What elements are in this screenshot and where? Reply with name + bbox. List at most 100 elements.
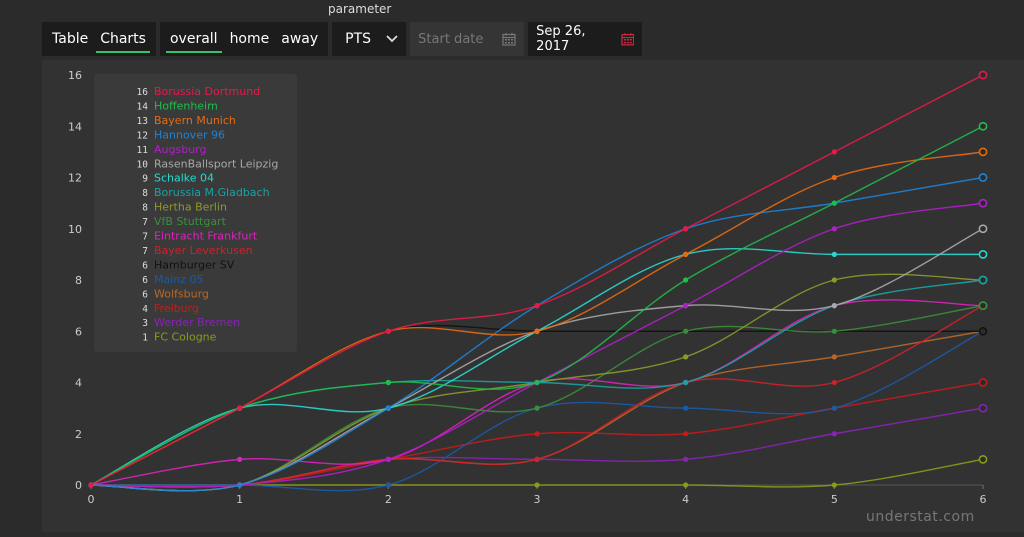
data-point[interactable] — [385, 379, 391, 386]
legend-entry[interactable]: Mainz 05 — [154, 273, 204, 286]
data-point[interactable] — [831, 226, 837, 232]
parameter-value: PTS — [345, 31, 372, 47]
data-point[interactable] — [978, 173, 988, 182]
data-point[interactable] — [683, 405, 689, 411]
data-point[interactable] — [534, 379, 540, 386]
legend-entry[interactable]: Wolfsburg — [154, 287, 209, 300]
end-date-field[interactable]: Sep 26, 2017 — [528, 22, 643, 56]
legend-value: 11 — [137, 145, 149, 156]
legend-entry[interactable]: Hertha Berlin — [154, 201, 227, 214]
legend-entry[interactable]: Werder Bremen — [154, 316, 240, 329]
data-point[interactable] — [237, 405, 243, 411]
tab-charts[interactable]: Charts — [94, 22, 152, 56]
data-point[interactable] — [978, 121, 988, 131]
data-point[interactable] — [831, 482, 837, 488]
data-point[interactable] — [831, 431, 837, 437]
data-point[interactable] — [831, 303, 837, 309]
y-tick-label: 14 — [68, 120, 82, 133]
data-point[interactable] — [978, 454, 988, 464]
data-point[interactable] — [978, 378, 988, 387]
data-point[interactable] — [385, 482, 391, 488]
data-point[interactable] — [831, 328, 837, 334]
legend-entry[interactable]: RasenBallsport Leipzig — [154, 157, 278, 170]
watermark: understat.com — [866, 509, 975, 525]
toolbar: Table Charts overall home away PTS Start… — [42, 22, 643, 56]
tab-overall[interactable]: overall — [164, 22, 224, 56]
legend-entry[interactable]: Bayer Leverkusen — [154, 244, 253, 257]
y-tick-label: 4 — [75, 377, 82, 390]
legend-value: 6 — [142, 260, 148, 271]
data-point[interactable] — [683, 456, 689, 462]
calendar-icon[interactable] — [502, 32, 516, 46]
data-point[interactable] — [683, 328, 689, 334]
legend-value: 4 — [142, 304, 148, 315]
data-point[interactable] — [831, 405, 837, 411]
legend-entry[interactable]: Hoffenheim — [154, 99, 218, 112]
legend-value: 7 — [142, 232, 148, 243]
data-point[interactable] — [237, 456, 243, 462]
legend-entry[interactable]: Freiburg — [154, 302, 199, 315]
data-point[interactable] — [534, 482, 540, 488]
data-point[interactable] — [534, 303, 540, 309]
legend-entry[interactable]: FC Cologne — [154, 331, 217, 344]
legend-entry[interactable]: Hannover 96 — [154, 128, 225, 141]
data-point[interactable] — [534, 431, 540, 437]
data-point[interactable] — [978, 224, 988, 234]
calendar-icon[interactable] — [620, 32, 635, 46]
data-point[interactable] — [534, 328, 540, 334]
data-point[interactable] — [683, 482, 689, 488]
parameter-select[interactable]: PTS — [332, 22, 407, 56]
data-point[interactable] — [88, 482, 94, 488]
start-date-field[interactable]: Start date — [410, 22, 525, 56]
legend-value: 14 — [137, 101, 149, 112]
legend-entry[interactable]: Augsburg — [154, 143, 206, 156]
data-point[interactable] — [683, 251, 689, 257]
data-point[interactable] — [385, 456, 391, 462]
data-point[interactable] — [978, 198, 988, 208]
data-point[interactable] — [978, 147, 988, 157]
legend-entry[interactable]: Bayern Munich — [154, 114, 236, 127]
legend-entry[interactable]: Schalke 04 — [154, 172, 214, 185]
data-point[interactable] — [978, 275, 988, 285]
data-point[interactable] — [683, 354, 689, 360]
data-point[interactable] — [385, 328, 391, 334]
legend-value: 9 — [142, 174, 148, 185]
x-tick-label: 6 — [980, 493, 987, 506]
data-point[interactable] — [683, 303, 689, 309]
legend-value: 7 — [142, 217, 148, 228]
legend-value: 8 — [142, 188, 148, 199]
legend-entry[interactable]: Borussia M.Gladbach — [154, 186, 270, 199]
tab-home[interactable]: home — [229, 31, 270, 47]
tab-table[interactable]: Table — [52, 31, 89, 47]
data-point[interactable] — [978, 70, 988, 80]
data-point[interactable] — [534, 405, 540, 411]
legend-value: 13 — [137, 116, 148, 127]
parameter-label: parameter — [328, 2, 392, 16]
data-point[interactable] — [534, 456, 540, 462]
data-point[interactable] — [831, 277, 837, 283]
data-point[interactable] — [831, 200, 837, 206]
data-point[interactable] — [385, 405, 391, 411]
view-tab-group: Table Charts — [42, 22, 156, 56]
data-point[interactable] — [831, 149, 837, 155]
tab-away[interactable]: away — [281, 31, 319, 47]
data-point[interactable] — [831, 379, 837, 386]
data-point[interactable] — [978, 403, 988, 413]
data-point[interactable] — [978, 249, 988, 259]
data-point[interactable] — [831, 174, 837, 181]
legend-value: 10 — [137, 159, 149, 170]
data-point[interactable] — [683, 226, 689, 232]
data-point[interactable] — [237, 482, 243, 488]
legend-entry[interactable]: Borussia Dortmund — [154, 85, 260, 98]
data-point[interactable] — [831, 354, 837, 360]
data-point[interactable] — [683, 431, 689, 437]
data-point[interactable] — [683, 277, 689, 283]
legend-entry[interactable]: Eintracht Frankfurt — [154, 230, 258, 243]
legend-value: 8 — [142, 203, 148, 214]
data-point[interactable] — [978, 301, 988, 311]
legend-entry[interactable]: Hamburger SV — [154, 258, 235, 271]
legend-entry[interactable]: VfB Stuttgart — [154, 215, 227, 228]
data-point[interactable] — [978, 326, 988, 336]
data-point[interactable] — [683, 379, 689, 386]
data-point[interactable] — [831, 251, 837, 257]
